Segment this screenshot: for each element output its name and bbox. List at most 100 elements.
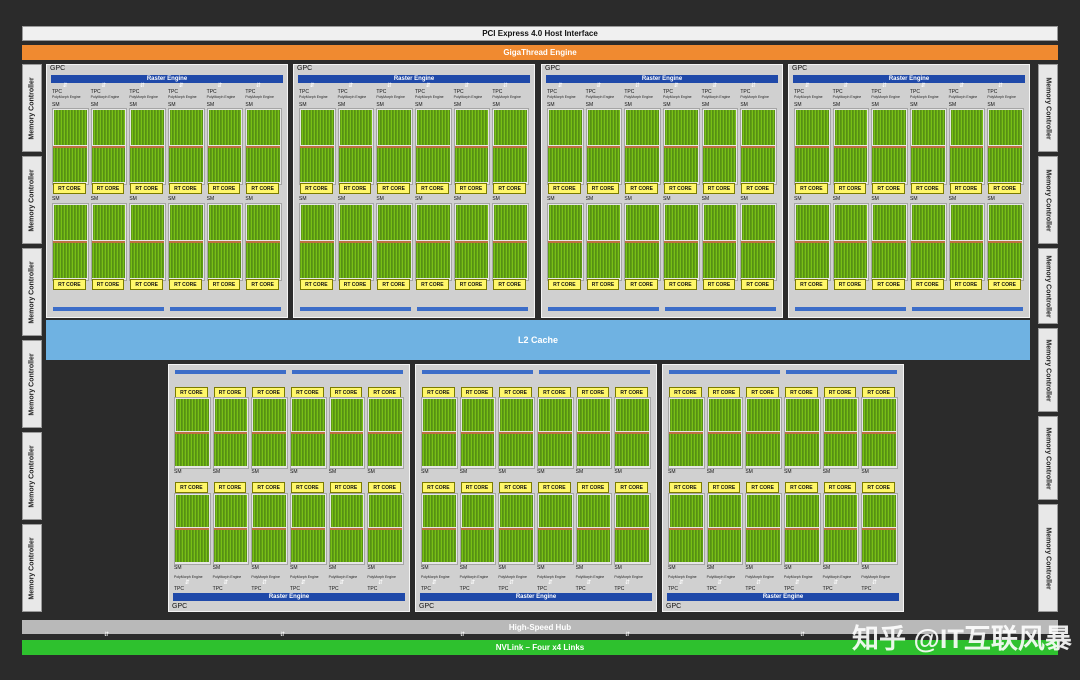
sm-label: SM — [421, 469, 429, 475]
arrow-icon: ⇵ — [634, 83, 640, 89]
cuda-cores — [703, 110, 737, 145]
gpc: RT CORE SM RT CORE SM PolyMorph Engine ⇵ TPC RT… — [662, 364, 904, 612]
rt-core: RT CORE — [795, 183, 828, 194]
sm-separator — [246, 145, 280, 148]
sm-separator — [785, 528, 819, 530]
cuda-cores — [539, 495, 572, 527]
rt-core: RT CORE — [368, 482, 401, 493]
polymorph-engine: PolyMorph Engine — [537, 575, 566, 579]
sm-label: SM — [245, 102, 253, 108]
cuda-cores — [862, 434, 896, 466]
cuda-cores — [92, 205, 126, 240]
sm-label: SM — [745, 565, 753, 571]
sm-separator — [911, 241, 945, 243]
cuda-cores — [252, 530, 286, 562]
sm-label: SM — [547, 196, 555, 202]
sm-block — [299, 108, 336, 185]
arrow-icon: ⇵ — [800, 632, 806, 638]
cuda-cores — [576, 530, 611, 562]
pcie-host-interface: PCI Express 4.0 Host Interface — [22, 26, 1058, 41]
rt-core: RT CORE — [53, 279, 86, 290]
cuda-cores — [747, 495, 780, 527]
rt-core: RT CORE — [493, 183, 526, 194]
sm-separator — [741, 145, 775, 148]
cuda-cores — [796, 110, 829, 145]
rt-core: RT CORE — [988, 279, 1021, 290]
cuda-cores — [665, 110, 698, 145]
sm-separator — [130, 241, 164, 243]
sm-block — [668, 493, 705, 565]
tpc-label: TPC — [910, 89, 920, 95]
cuda-cores — [669, 530, 703, 562]
sm-separator — [291, 432, 325, 434]
sm-label: SM — [90, 102, 99, 108]
tpc-label: TPC — [299, 89, 309, 95]
sm-block — [206, 108, 244, 185]
cuda-cores — [246, 243, 280, 278]
sm-block — [861, 493, 898, 565]
sm-label: SM — [453, 196, 462, 202]
sm-separator — [538, 528, 572, 530]
sm-block — [290, 397, 327, 469]
sm-separator — [702, 241, 737, 243]
cuda-cores — [130, 243, 164, 278]
sm-label: SM — [706, 565, 715, 571]
sm-label: SM — [174, 565, 182, 571]
sm-block — [337, 108, 375, 185]
rt-core: RT CORE — [377, 183, 410, 194]
sm-label: SM — [871, 196, 879, 202]
cuda-cores — [54, 205, 87, 240]
sm-label: SM — [498, 565, 506, 571]
cuda-cores — [670, 399, 703, 431]
sm-block — [168, 203, 205, 281]
cuda-cores — [214, 495, 248, 527]
sm-label: SM — [367, 469, 375, 475]
cuda-cores — [742, 205, 775, 240]
raster-engine: Raster Engine — [546, 75, 778, 83]
cuda-cores — [247, 205, 280, 240]
sm-block — [328, 493, 366, 565]
cuda-cores — [747, 399, 780, 431]
gpc: GPC Raster Engine ⇵ TPC PolyMorph Engine SM RT… — [788, 64, 1030, 318]
sm-block — [537, 397, 574, 469]
arrow-icon: ⇵ — [712, 83, 718, 89]
cuda-cores — [833, 243, 868, 278]
sm-label: SM — [668, 565, 676, 571]
high-speed-hub: High-Speed Hub — [22, 620, 1058, 634]
tpc-label: TPC — [90, 89, 101, 95]
cuda-cores — [493, 147, 527, 182]
sm-block — [987, 108, 1024, 185]
tpc-label: TPC — [948, 89, 959, 95]
sm-separator — [454, 145, 489, 148]
sm-separator — [872, 145, 906, 148]
tpc-label: TPC — [168, 89, 178, 95]
memory-controller-label: Memory Controller — [1044, 426, 1052, 490]
cuda-cores — [417, 205, 450, 240]
sm-separator — [872, 241, 906, 243]
rt-core: RT CORE — [669, 482, 702, 493]
rt-core: RT CORE — [625, 183, 658, 194]
cuda-cores — [795, 243, 829, 278]
sm-label: SM — [832, 196, 841, 202]
sm-block — [421, 493, 458, 565]
sm-separator — [291, 528, 325, 530]
gpc: GPC Raster Engine ⇵ TPC PolyMorph Engine SM RT… — [293, 64, 535, 318]
arrow-icon: ⇵ — [596, 83, 602, 89]
gpc-label: GPC — [297, 65, 313, 72]
tpc-label: TPC — [453, 89, 464, 95]
l1-cache-bar — [175, 370, 286, 374]
cuda-cores — [834, 110, 868, 145]
sm-label: SM — [822, 469, 831, 475]
sm-label: SM — [537, 469, 545, 475]
tpc-label: TPC — [987, 89, 998, 95]
memory-controller-label: Memory Controller — [1044, 254, 1052, 318]
rt-core: RT CORE — [169, 279, 202, 290]
sm-block — [547, 203, 584, 281]
cuda-cores — [549, 110, 582, 145]
sm-separator — [207, 241, 242, 243]
sm-block — [663, 108, 700, 185]
cuda-cores — [417, 110, 450, 145]
sm-separator — [377, 241, 411, 243]
sm-label: SM — [421, 565, 429, 571]
polymorph-engine: PolyMorph Engine — [367, 575, 396, 579]
